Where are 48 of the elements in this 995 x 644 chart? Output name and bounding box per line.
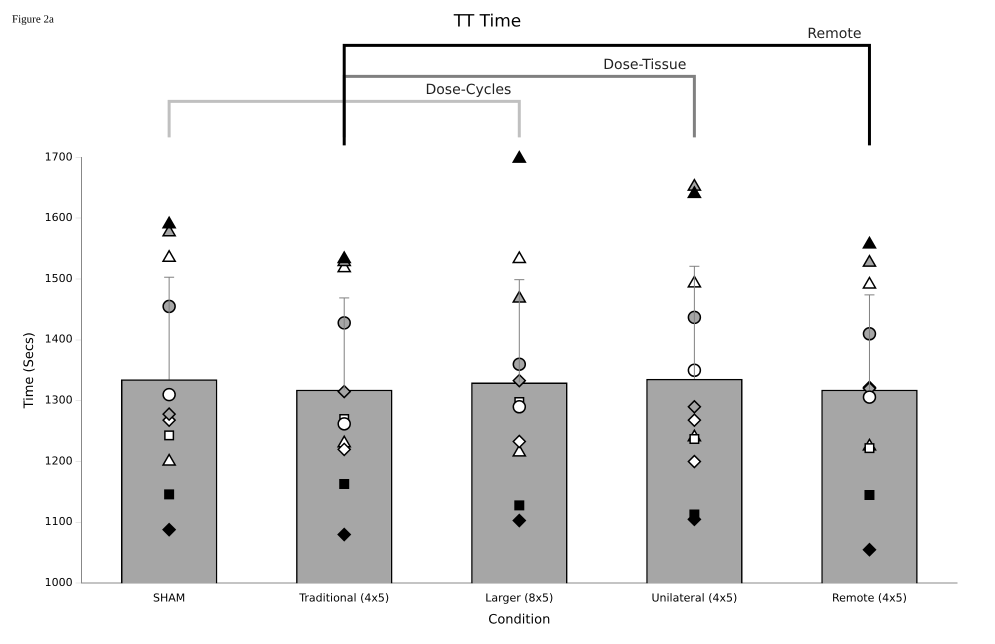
y-tick-label: 1300: [44, 394, 73, 407]
point: [162, 250, 176, 262]
y-axis-title: Time (Secs): [22, 332, 38, 410]
x-axis-title: Condition: [488, 612, 550, 628]
point: [514, 500, 524, 510]
point: [512, 150, 526, 163]
point: [162, 388, 176, 402]
y-tick-label: 1500: [44, 272, 73, 285]
y-tick-label: 1100: [44, 515, 73, 528]
point: [864, 490, 874, 500]
point: [337, 528, 351, 542]
x-tick-label: Remote (4x5): [832, 592, 907, 605]
point: [337, 384, 351, 398]
point: [162, 522, 176, 536]
point: [512, 400, 526, 414]
x-tick-label: SHAM: [152, 592, 186, 605]
y-tick-label: 1200: [44, 454, 73, 468]
point: [862, 542, 876, 556]
point: [862, 390, 876, 404]
y-tick-label: 1700: [44, 150, 73, 164]
point: [862, 254, 876, 267]
x-tick-label: Unilateral (4x5): [651, 592, 738, 605]
x-tick-label: Traditional (4x5): [298, 592, 390, 605]
y-tick-label: 1600: [44, 211, 73, 224]
point: [512, 434, 526, 448]
point: [862, 236, 876, 249]
x-tick-label: Larger (8x5): [485, 592, 554, 605]
point: [337, 417, 351, 431]
point: [339, 479, 350, 490]
point: [162, 216, 176, 229]
point: [512, 251, 526, 264]
point: [688, 400, 702, 414]
text: Dose-Tissue: [603, 57, 686, 74]
caption: Figure 2a: [12, 13, 54, 26]
y-tick-label: 1000: [44, 576, 73, 590]
text: Remote: [807, 26, 862, 42]
point: [688, 413, 702, 427]
text: Dose-Cycles: [425, 82, 512, 98]
point: [337, 251, 352, 264]
chart-title: TT Time: [452, 12, 522, 32]
point: [512, 514, 526, 528]
point: [862, 276, 876, 289]
point: [688, 186, 702, 198]
point: [162, 407, 176, 421]
point: [337, 442, 351, 456]
point: [164, 430, 174, 440]
y-tick-label: 1400: [44, 332, 73, 346]
point: [164, 489, 174, 500]
